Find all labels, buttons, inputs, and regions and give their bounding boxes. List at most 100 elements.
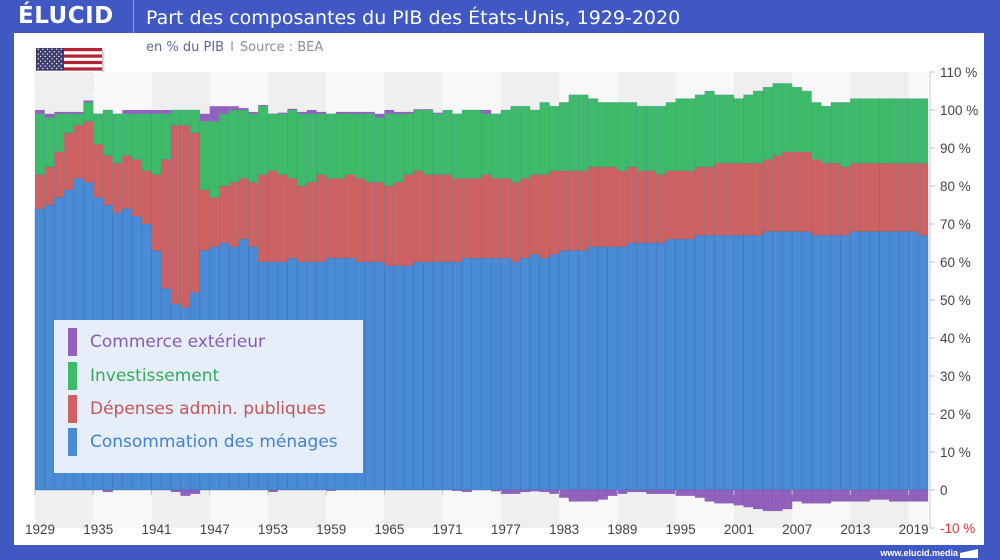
flag-star — [53, 60, 56, 62]
bar-consumption-2005 — [772, 231, 783, 491]
bar-government-2009 — [811, 159, 822, 236]
bar-consumption-2006 — [782, 231, 793, 491]
y-tick-label: 40 % — [940, 331, 971, 346]
bar-consumption-2009 — [811, 235, 822, 491]
x-tick-label: 2001 — [724, 522, 754, 537]
bar-government-1961 — [345, 174, 356, 259]
flag-star — [51, 63, 53, 65]
bar-consumption-1985 — [578, 250, 589, 491]
bar-government-1938 — [122, 155, 133, 210]
bar-consumption-1994 — [665, 238, 676, 491]
bar-trade-1977 — [500, 489, 511, 494]
bar-trade-1979 — [520, 489, 531, 493]
bar-government-1980 — [529, 174, 540, 255]
x-tick-label: 1977 — [491, 522, 521, 537]
bar-government-1968 — [413, 170, 424, 263]
bar-investment-2008 — [801, 90, 812, 153]
bar-government-1957 — [306, 181, 317, 263]
bar-trade-1986 — [588, 489, 599, 502]
bar-trade-2015 — [869, 489, 880, 500]
bar-trade-1948 — [219, 106, 230, 114]
bar-consumption-2008 — [801, 231, 812, 491]
bar-trade-2003 — [753, 489, 764, 510]
bar-trade-1939 — [132, 110, 142, 114]
bar-trade-1959 — [325, 489, 337, 491]
flag-star — [42, 67, 44, 70]
bar-consumption-1974 — [471, 257, 482, 491]
bar-trade-1969 — [423, 109, 433, 110]
bar-government-2007 — [791, 151, 803, 232]
bar-trade-1964 — [374, 113, 385, 118]
bar-investment-1983 — [558, 102, 570, 172]
bar-consumption-1980 — [529, 254, 540, 491]
bar-trade-2009 — [811, 489, 822, 504]
bar-consumption-1977 — [500, 257, 511, 491]
bar-government-2012 — [840, 166, 851, 236]
bar-government-2014 — [859, 162, 871, 232]
bar-trade-2007 — [791, 489, 803, 502]
bar-trade-2006 — [782, 489, 793, 510]
bar-investment-1953 — [267, 113, 278, 172]
bar-trade-1945 — [190, 489, 201, 494]
x-tick-label: 1989 — [607, 522, 637, 537]
bar-investment-1981 — [539, 102, 550, 175]
bar-government-1956 — [296, 185, 308, 263]
bar-trade-1943 — [170, 489, 181, 493]
flag-star — [56, 48, 58, 50]
flag-star — [53, 55, 56, 58]
bar-consumption-2020 — [918, 235, 929, 491]
bar-consumption-1965 — [384, 265, 395, 491]
bar-government-1977 — [500, 178, 511, 259]
bar-trade-1954 — [277, 112, 288, 114]
bar-government-1934 — [83, 121, 94, 183]
flag-star — [49, 60, 51, 62]
bar-government-1932 — [63, 132, 75, 191]
bar-trade-1960 — [335, 111, 346, 114]
bar-investment-1975 — [481, 113, 492, 175]
bar-investment-1935 — [92, 113, 104, 145]
bar-government-1930 — [44, 166, 55, 206]
bar-consumption-1966 — [393, 265, 405, 491]
footer-url[interactable]: www.elucid.media — [880, 548, 958, 558]
y-tick-label: -10 % — [940, 521, 975, 536]
bar-investment-1992 — [646, 105, 657, 172]
bar-trade-1961 — [345, 111, 356, 114]
bar-investment-1993 — [655, 105, 667, 175]
bar-trade-2000 — [723, 489, 735, 504]
bar-government-1962 — [355, 178, 366, 263]
bar-consumption-1973 — [461, 257, 473, 491]
y-tick-label: 110 % — [940, 65, 977, 80]
bar-investment-1979 — [520, 105, 531, 179]
bar-consumption-1995 — [675, 238, 686, 491]
bar-government-1966 — [393, 181, 405, 267]
elucid-mark-icon — [960, 549, 978, 558]
legend-swatch-government — [68, 395, 77, 423]
bar-government-1965 — [384, 185, 395, 267]
bar-government-1982 — [549, 170, 560, 255]
bar-government-1986 — [588, 166, 599, 248]
subtitle-source: Source : BEA — [239, 40, 324, 55]
flag-star — [51, 53, 53, 55]
x-tick-label: 1929 — [25, 522, 55, 537]
flag-star — [53, 65, 56, 67]
bar-investment-1952 — [258, 105, 269, 175]
legend-swatch-investment — [68, 362, 77, 390]
bar-consumption-2003 — [753, 235, 764, 491]
bar-government-2016 — [879, 162, 890, 232]
bar-investment-2011 — [830, 102, 841, 164]
bar-investment-1962 — [355, 113, 366, 179]
bar-investment-2001 — [733, 98, 744, 164]
x-tick-label: 2013 — [840, 522, 870, 537]
bar-investment-1958 — [316, 113, 327, 175]
bar-government-1963 — [364, 181, 375, 263]
bar-consumption-2017 — [888, 231, 900, 491]
bar-trade-1997 — [694, 489, 705, 498]
bar-investment-2015 — [869, 98, 880, 164]
y-tick-label: 100 % — [940, 103, 978, 118]
bar-investment-1966 — [393, 113, 405, 183]
bar-government-1931 — [54, 151, 65, 198]
bar-trade-1936 — [102, 489, 113, 493]
flag-star — [39, 65, 42, 67]
bar-government-2003 — [753, 162, 764, 236]
bar-investment-1997 — [694, 94, 705, 168]
